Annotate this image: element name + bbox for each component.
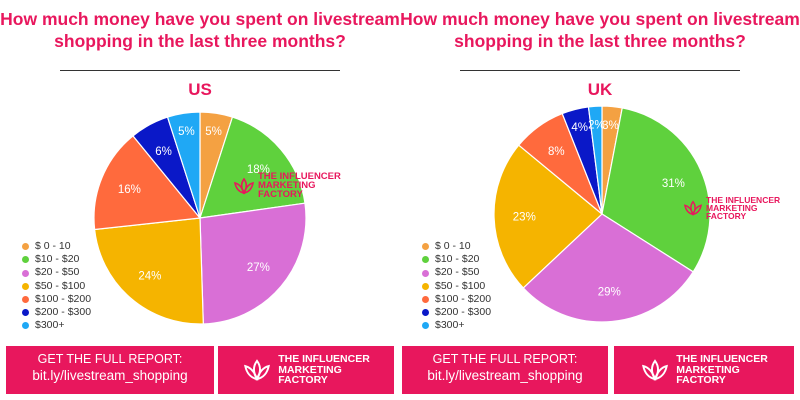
pie-slice-1: [199, 116, 306, 219]
title-divider: [460, 70, 740, 71]
legend-item: $100 - $200: [422, 293, 491, 306]
legend-swatch: [22, 322, 29, 330]
chart-panel-uk: How much money have you spent on livestr…: [400, 0, 800, 400]
slice-label: 3%: [602, 120, 619, 132]
lotus-logo-icon: [233, 177, 255, 195]
slice-label: 23%: [513, 211, 536, 223]
pie-slice-3: [93, 217, 204, 325]
pie-slice-4: [93, 135, 202, 231]
legend-swatch: [422, 322, 429, 330]
legend-item: $10 - $20: [22, 253, 91, 266]
report-cta-text: GET THE FULL REPORT:: [37, 352, 183, 366]
pie-slice-2: [522, 213, 695, 323]
legend-item: $200 - $300: [22, 306, 91, 319]
legend-label: $100 - $200: [435, 292, 492, 305]
pie-slice-6: [166, 111, 201, 219]
slice-label: 24%: [138, 271, 161, 283]
legend-label: $200 - $300: [435, 306, 492, 319]
report-url-link[interactable]: bit.ly/livestream_shopping: [32, 368, 188, 383]
legend-item: $20 - $50: [22, 266, 91, 279]
slice-label: 4%: [571, 122, 588, 134]
slice-label: 8%: [548, 146, 565, 158]
legend-label: $10 - $20: [435, 253, 480, 266]
watermark-brand-text: THE INFLUENCER MARKETING FACTORY: [258, 171, 341, 200]
legend-swatch: [22, 309, 29, 317]
slice-label: 2%: [588, 120, 605, 132]
legend-swatch: [422, 282, 429, 290]
legend-swatch: [422, 269, 429, 277]
legend-label: $20 - $50: [435, 266, 480, 279]
legend-swatch: [22, 282, 29, 290]
slice-label: 5%: [205, 126, 222, 138]
legend-item: $10 - $20: [422, 253, 491, 266]
slice-label: 16%: [118, 184, 141, 196]
chart-panel-us: How much money have you spent on livestr…: [0, 9, 400, 332]
slice-label: 31%: [662, 178, 685, 190]
legend-swatch: [22, 256, 29, 264]
legend-label: $50 - $100: [35, 279, 86, 292]
legend-item: $50 - $100: [22, 280, 91, 293]
lotus-logo-icon: [683, 200, 703, 216]
report-link-banner[interactable]: GET THE FULL REPORT: bit.ly/livestream_s…: [402, 346, 608, 394]
legend-label: $300+: [35, 319, 65, 332]
legend-label: $300+: [435, 319, 465, 332]
legend-item: $200 - $300: [422, 306, 491, 319]
legend-label: $ 0 - 10: [435, 240, 471, 252]
legend-swatch: [422, 295, 429, 303]
slice-label: 29%: [598, 286, 621, 298]
lotus-logo-icon: [244, 359, 271, 381]
watermark-logo: THE INFLUENCER MARKETING FACTORY: [233, 172, 368, 199]
legend-item: $ 0 - 10: [22, 240, 91, 253]
chart-title: How much money have you spent on livestr…: [0, 9, 400, 51]
legend-swatch: [22, 295, 29, 303]
pie-chart-us: 5% 18% 27% 24% 16% 6% 5%: [93, 111, 307, 325]
legend-label: $100 - $200: [35, 292, 92, 305]
legend-item: $20 - $50: [422, 266, 491, 279]
legend-swatch: [422, 243, 429, 251]
watermark-brand-text: THE INFLUENCER MARKETING FACTORY: [706, 195, 781, 221]
pie-slice-3: [493, 144, 603, 289]
legend-swatch: [422, 309, 429, 317]
title-divider: [60, 70, 340, 71]
legend-swatch: [22, 269, 29, 277]
report-cta-text: GET THE FULL REPORT:: [432, 352, 578, 366]
legend-label: $20 - $50: [35, 266, 80, 279]
slice-label: 18%: [247, 164, 270, 176]
lotus-logo-icon: [642, 359, 669, 381]
legend-item: $300+: [422, 319, 491, 332]
legend-swatch: [422, 256, 429, 264]
legend-item: $50 - $100: [422, 280, 491, 293]
report-url-link[interactable]: bit.ly/livestream_shopping: [427, 368, 583, 383]
legend-item: $300+: [22, 319, 91, 332]
chart-subtitle: US: [188, 80, 212, 99]
pie-slice-2: [199, 202, 307, 325]
legend-item: $100 - $200: [22, 293, 91, 306]
slice-label: 6%: [155, 146, 172, 158]
legend-swatch: [22, 243, 29, 251]
legend-us: $ 0 - 10 $10 - $20 $20 - $50 $50 - $100 …: [22, 240, 91, 332]
chart-title: How much money have you spent on livestr…: [400, 9, 800, 51]
brand-logo-banner: THE INFLUENCER MARKETING FACTORY: [218, 346, 394, 394]
brand-logo-text: THE INFLUENCER MARKETING FACTORY: [278, 353, 370, 387]
slice-label: 27%: [247, 262, 270, 274]
chart-subtitle: UK: [587, 80, 613, 99]
legend-item: $ 0 - 10: [422, 240, 491, 253]
pie-chart-uk: 3% 31% 29% 23% 8% 4% 2%: [493, 105, 711, 323]
watermark-logo: THE INFLUENCER MARKETING FACTORY: [683, 196, 796, 220]
legend-uk: $ 0 - 10 $10 - $20 $20 - $50 $50 - $100 …: [422, 240, 491, 332]
legend-label: $10 - $20: [35, 253, 80, 266]
brand-logo-banner: THE INFLUENCER MARKETING FACTORY: [614, 346, 794, 394]
legend-label: $50 - $100: [435, 279, 486, 292]
legend-label: $ 0 - 10: [35, 240, 71, 252]
brand-logo: THE INFLUENCER MARKETING FACTORY: [614, 346, 794, 394]
report-link-banner[interactable]: GET THE FULL REPORT: bit.ly/livestream_s…: [6, 346, 214, 394]
slice-label: 5%: [178, 126, 195, 138]
legend-label: $200 - $300: [35, 306, 92, 319]
brand-logo-text: THE INFLUENCER MARKETING FACTORY: [676, 353, 768, 387]
pie-slice-6: [587, 105, 603, 215]
brand-logo: THE INFLUENCER MARKETING FACTORY: [218, 346, 394, 394]
